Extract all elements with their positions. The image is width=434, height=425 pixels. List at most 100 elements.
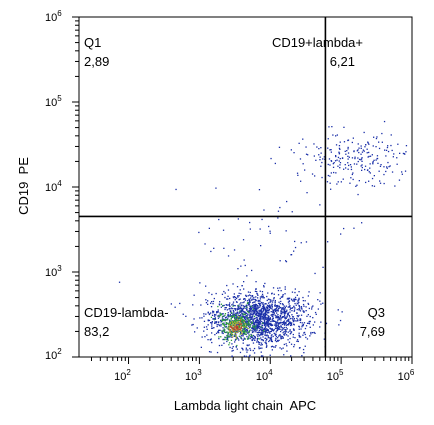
data-point [231,330,234,332]
data-point [282,337,284,339]
data-point [266,329,269,331]
data-point [274,309,276,311]
data-point [245,315,247,317]
data-point [260,303,262,305]
data-point [221,315,224,318]
data-point [260,355,263,357]
data-point [227,255,230,257]
data-point [230,322,232,324]
data-point [373,136,375,138]
data-point [284,293,286,295]
data-point [260,314,263,316]
data-point [255,307,257,309]
data-point [299,321,302,324]
data-point [243,317,246,319]
q4-name: CD19-lambda- [84,305,169,320]
data-point [235,312,237,314]
data-point [193,318,195,320]
data-point [314,321,316,323]
data-point [246,310,249,313]
data-point [249,301,251,303]
data-point [286,200,288,203]
data-point [267,336,269,338]
data-point [225,304,227,306]
data-point [279,307,281,309]
data-point [233,293,235,295]
data-point [205,285,207,287]
data-point [238,295,240,297]
data-point [303,331,306,334]
x-tick-label: 103 [185,368,202,383]
data-point [267,318,269,320]
data-point [246,351,248,353]
data-point [263,285,265,287]
data-point [217,317,220,319]
data-point [352,172,354,174]
data-point [258,303,261,305]
data-point [261,293,264,295]
data-point [281,296,284,298]
data-point [238,315,240,317]
data-point [276,316,278,318]
data-point [250,305,253,307]
data-point [380,164,382,166]
data-point [289,318,292,320]
data-point [231,315,233,317]
data-point [281,309,283,311]
data-point [218,344,221,347]
data-point [236,309,238,311]
data-point [255,319,257,322]
data-point [221,293,224,295]
data-point [229,315,232,317]
data-point [373,175,375,177]
data-point [174,306,176,308]
data-point [293,328,295,331]
data-point [235,308,237,310]
data-point [319,156,321,158]
data-point [276,329,278,331]
data-point [241,312,243,315]
data-point [240,323,242,325]
data-point [297,315,299,318]
data-point [356,150,358,152]
data-point [366,169,369,171]
data-point [274,334,276,336]
data-point [211,293,213,296]
data-point [233,316,235,318]
data-point [265,309,267,311]
data-point [358,147,360,149]
data-point [232,313,234,315]
data-point [280,296,282,298]
data-point [270,320,272,323]
data-point [259,341,261,344]
data-point [236,308,238,310]
data-point [247,349,249,351]
data-point [247,314,249,316]
data-point [253,304,255,306]
data-point [275,323,277,325]
data-point [296,317,298,320]
data-point [263,305,265,307]
data-point [219,312,221,314]
data-point [231,334,233,336]
data-point [257,314,259,316]
data-point [329,175,331,177]
data-point [263,329,266,331]
data-point [243,311,245,313]
data-point [277,329,279,331]
data-point [223,338,226,341]
data-point [275,345,277,347]
data-point [276,306,279,308]
data-point [230,318,232,320]
data-point [229,322,231,324]
data-point [240,324,242,326]
data-point [214,317,216,319]
data-point [330,160,332,162]
data-point [269,306,271,308]
data-point [230,326,233,328]
data-point [283,322,286,324]
data-point [320,303,322,305]
data-point [283,320,286,322]
data-point [296,308,298,311]
data-point [249,299,251,301]
